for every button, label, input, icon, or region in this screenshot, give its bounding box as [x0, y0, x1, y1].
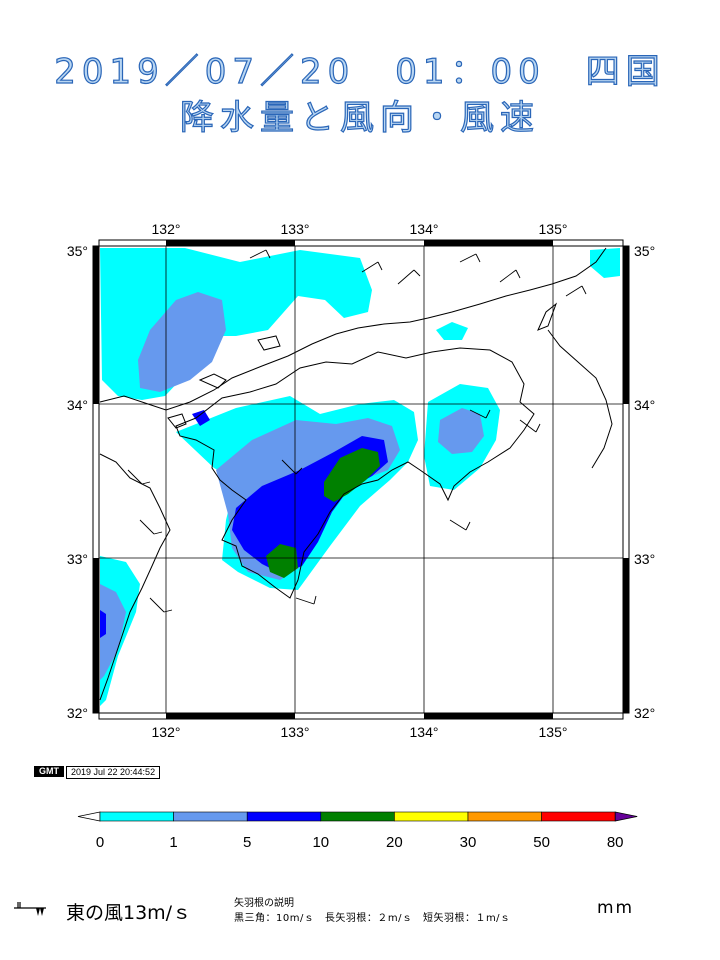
wind-barbs — [127, 249, 587, 613]
colorbar-tick-label: 10 — [312, 834, 329, 851]
precipitation-colorbar: 0 1 5 10 20 30 50 80 — [77, 811, 638, 851]
coastlines — [99, 247, 613, 701]
colorbar-cell-20-30 — [394, 811, 469, 822]
lat-label-left: 34° — [67, 397, 88, 413]
wind-barb — [295, 595, 317, 605]
lat-label-left: 33° — [67, 551, 88, 567]
coast-awaji — [537, 302, 558, 331]
coast-islands-1 — [198, 373, 227, 389]
colorbar-tick-label: 1 — [169, 834, 177, 851]
precip-unit-label: mm — [597, 898, 635, 918]
colorbar-cell-0-1 — [99, 811, 174, 822]
colorbar-cell-1-5 — [173, 811, 248, 822]
precip-5-10mm-southwest — [100, 610, 106, 638]
colorbar-cell-5-10 — [246, 811, 322, 822]
precip-0-1mm-northeast — [590, 248, 620, 278]
wind-barb — [565, 285, 587, 297]
colorbar-tick-label: 20 — [386, 834, 403, 851]
colorbar-cell-50-80 — [541, 811, 616, 822]
gmt-logo: GMT — [34, 766, 64, 777]
colorbar-cell-30-50 — [467, 811, 542, 822]
map-frame — [92, 239, 630, 720]
lon-label-top: 135° — [539, 221, 568, 237]
precip-10-20mm-kochi — [324, 448, 380, 502]
wind-barb — [459, 253, 481, 263]
precip-1-5mm-southwest — [100, 584, 126, 680]
colorbar-cells — [77, 811, 638, 822]
latitude-labels-left: 35° 34° 33° 32° — [67, 243, 88, 721]
colorbar-under-triangle — [77, 811, 101, 822]
lon-label-bottom: 133° — [281, 724, 310, 740]
colorbar-tick-label: 0 — [96, 834, 104, 851]
lon-label-bottom: 135° — [539, 724, 568, 740]
longitude-labels-top: 132° 133° 134° 135° — [152, 221, 568, 237]
wind-barb — [397, 269, 421, 285]
latitude-labels-right: 35° 34° 33° 32° — [634, 243, 655, 721]
precip-1-5mm-east — [438, 408, 484, 454]
wind-barb — [499, 269, 521, 283]
coast-islands-2 — [167, 413, 187, 429]
lat-label-right: 33° — [634, 551, 655, 567]
lat-label-right: 35° — [634, 243, 655, 259]
wind-barb — [281, 459, 303, 475]
wind-barb — [449, 519, 471, 531]
wind-barb — [139, 519, 163, 535]
wind-barb — [469, 409, 491, 419]
colorbar-tick-label: 5 — [243, 834, 251, 851]
precip-5-10mm-north — [192, 410, 210, 426]
precip-1-5mm-north — [138, 292, 226, 392]
coast-chugoku — [99, 247, 607, 411]
shikoku-precipitation-map: 132° 133° 134° 135° 132° 133° 134° 135° … — [67, 221, 655, 740]
wind-barb — [249, 249, 271, 259]
wind-barb — [361, 261, 383, 273]
lat-label-left: 35° — [67, 243, 88, 259]
barb-explanation-title: 矢羽根の説明 — [234, 898, 294, 909]
colorbar-over-triangle — [614, 811, 638, 822]
lon-label-bottom: 134° — [410, 724, 439, 740]
lon-label-top: 134° — [410, 221, 439, 237]
wind-barb — [149, 597, 173, 613]
lat-label-left: 32° — [67, 705, 88, 721]
coast-shikoku — [175, 347, 535, 599]
colorbar-tick-label: 30 — [460, 834, 477, 851]
precipitation-shading — [100, 248, 620, 706]
lat-label-right: 34° — [634, 397, 655, 413]
colorbar-tick-label: 50 — [533, 834, 550, 851]
lon-label-top: 133° — [281, 221, 310, 237]
lon-label-top: 132° — [152, 221, 181, 237]
wind-example-label: 東の風13m/ｓ — [66, 902, 192, 924]
colorbar-cell-10-20 — [320, 811, 395, 822]
wind-barb — [519, 419, 541, 433]
lat-label-right: 32° — [634, 705, 655, 721]
wind-example-barb-icon — [14, 902, 46, 916]
lat-lon-grid — [99, 246, 623, 713]
barb-explanation-text: 黒三角：10m/ｓ 長矢羽根：２m/ｓ 短矢羽根：１m/ｓ — [234, 913, 511, 924]
precip-0-1mm-bay — [436, 322, 468, 340]
map-title-variable: 降水量と風向・風速 — [179, 97, 540, 138]
coast-kii — [547, 329, 613, 469]
precip-10-20mm-south — [266, 544, 298, 578]
colorbar-tick-label: 80 — [607, 834, 624, 851]
wind-barb — [127, 469, 151, 485]
longitude-labels-bottom: 132° 133° 134° 135° — [152, 724, 568, 740]
coast-kyushu — [99, 453, 171, 701]
colorbar-ticks: 0 1 5 10 20 30 50 80 — [96, 834, 624, 851]
lon-label-bottom: 132° — [152, 724, 181, 740]
map-title-datetime-region: 2019／07／20 01：00 四国 — [54, 51, 666, 92]
coast-islands-3 — [257, 335, 281, 351]
generation-timestamp: 2019 Jul 22 20:44:52 — [66, 766, 161, 779]
